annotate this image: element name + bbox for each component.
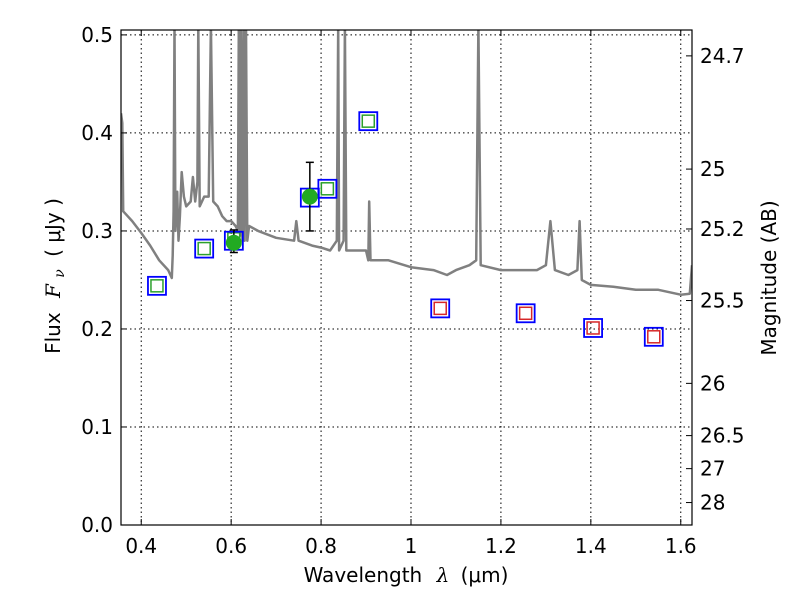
y2-tick-label: 26.5: [700, 424, 745, 448]
model-spectrum-line: [121, 30, 692, 296]
y-tick-label: 0.5: [81, 23, 113, 47]
x-tick-label: 0.4: [125, 534, 157, 558]
plot-frame: [120, 29, 693, 526]
model-photometry-marker: [647, 330, 661, 344]
y-tick-label: 0.0: [81, 513, 113, 537]
observed-photometry-marker: [583, 318, 603, 338]
y2-axis-title: Magnitude (AB): [757, 200, 781, 355]
y2-tick-label: 26: [700, 371, 725, 395]
x-tick-label: 1.2: [485, 534, 517, 558]
detection-marker: [301, 188, 318, 205]
x-tick-label: 1.6: [665, 534, 697, 558]
x-tick-label: 0.6: [215, 534, 247, 558]
plot-area: 0.4 0.6 0.8 1 1.2 1.4 1.6 0.0 0.1 0.2 0.3 0.4 0.5 24.…: [81, 23, 744, 558]
model-photometry-marker: [433, 301, 447, 316]
y2-tick-label: 24.7: [700, 44, 745, 68]
observed-photometry-marker: [147, 275, 167, 296]
observed-photometry-marker: [317, 178, 338, 199]
x-tick-label: 1.4: [575, 534, 607, 558]
x-tick-label: 0.8: [305, 534, 337, 558]
observed-photometry-marker: [194, 238, 215, 259]
model-photometry-marker: [320, 182, 335, 196]
model-photometry-marker: [150, 279, 164, 293]
y-tick-label: 0.3: [81, 219, 113, 243]
model-photometry-marker: [586, 321, 600, 335]
observed-photometry-marker: [358, 111, 379, 132]
x-axis-title-symbol: λ: [436, 563, 450, 587]
grid: [121, 30, 692, 526]
y-tick-label: 0.1: [81, 415, 113, 439]
y2-tick-label: 25.2: [700, 217, 745, 241]
x-axis-title-unit: (μm): [461, 563, 509, 587]
y-axis-title-unit: ( μJy ): [41, 198, 65, 257]
y2-tick-label: 27: [700, 457, 725, 481]
y2-tick-label: 25.5: [700, 289, 745, 313]
model-photometry-marker: [197, 241, 211, 256]
detection-marker: [225, 234, 242, 251]
y-axis-title-main: Flux: [41, 312, 65, 354]
y-tick-label: 0.4: [81, 121, 113, 145]
model-photometry-marker: [361, 114, 376, 128]
y2-tick-label: 28: [700, 491, 725, 515]
y-tick-label: 0.2: [81, 317, 113, 341]
observed-photometry-marker: [515, 303, 536, 324]
y-axis-title: Flux F ν ( μJy ): [41, 198, 69, 354]
x-axis-title: Wavelength λ (μm): [304, 563, 509, 587]
observed-photometry-marker: [643, 326, 664, 347]
x-axis-title-main: Wavelength: [304, 563, 423, 587]
y2-tick-label: 25: [700, 157, 725, 181]
observed-photometry-marker: [430, 298, 451, 319]
data-layer: [121, 30, 692, 347]
y-axis-title-symbol: F: [41, 283, 65, 299]
model-photometry-marker: [518, 306, 533, 321]
x-tick-label: 1: [405, 534, 418, 558]
y-axis-title-subscript: ν: [52, 269, 68, 278]
